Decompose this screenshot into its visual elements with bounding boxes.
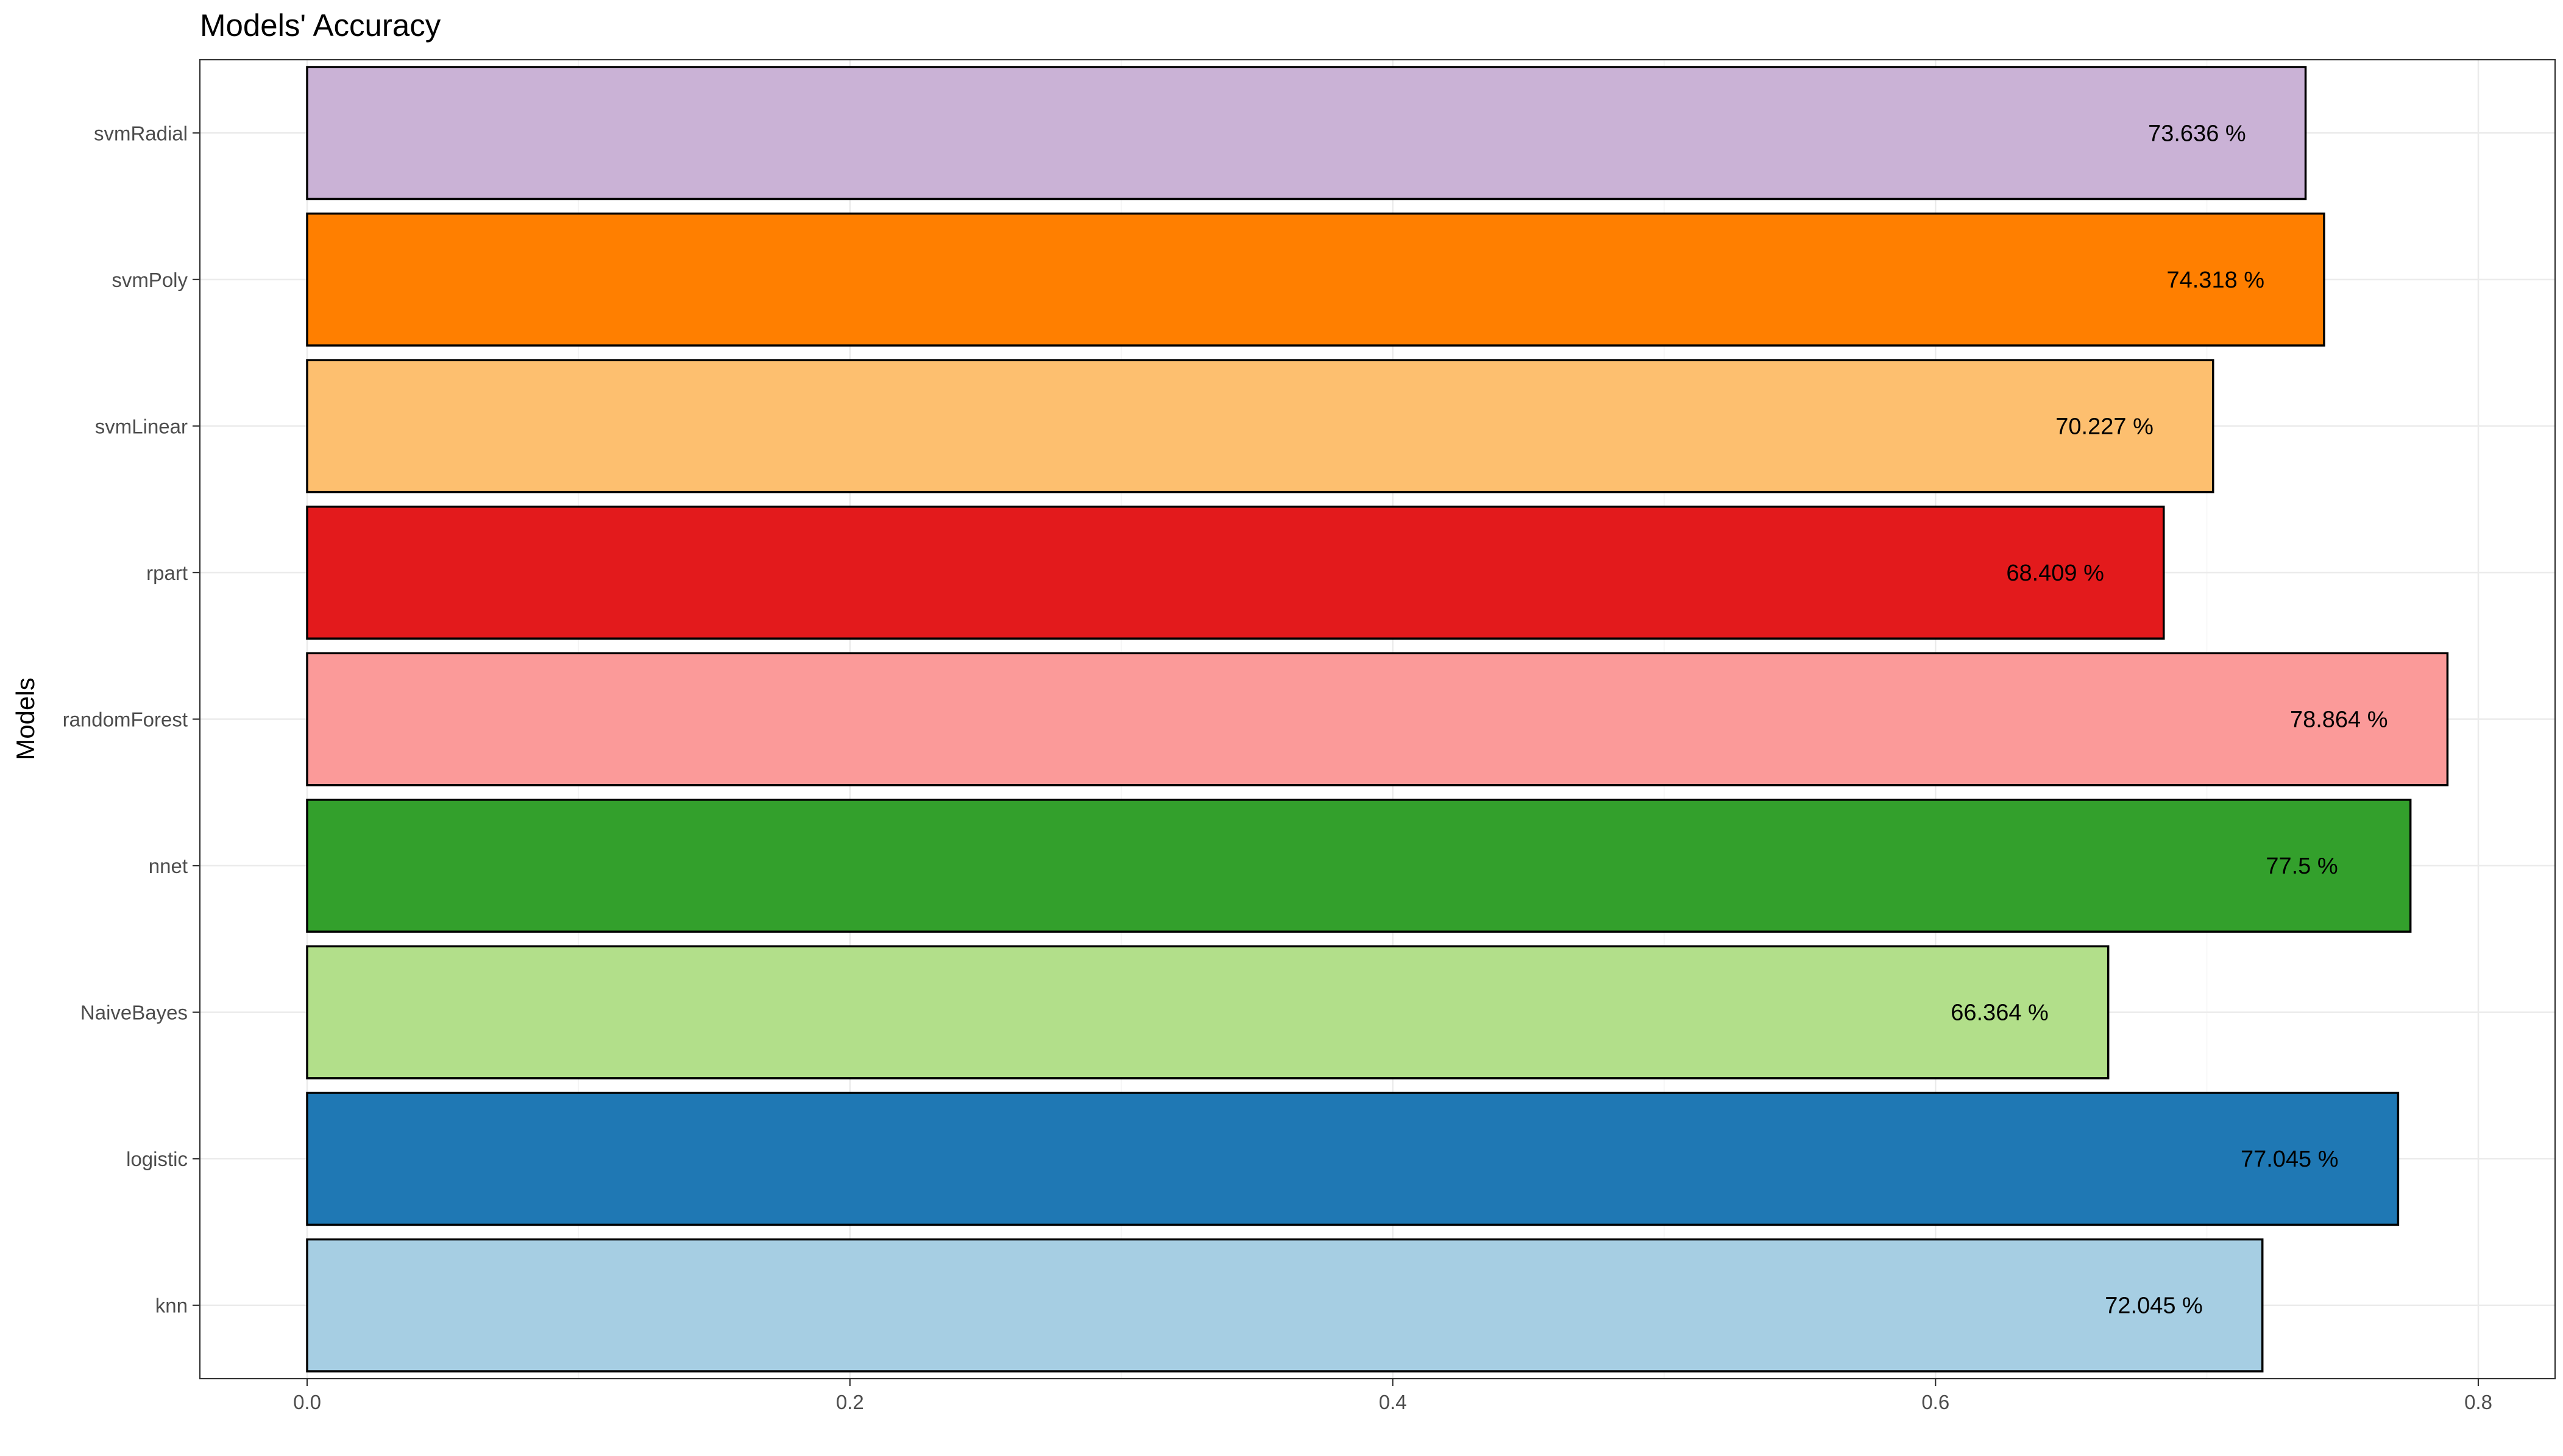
y-tick-label-logistic: logistic <box>126 1148 188 1170</box>
bar-svmLinear <box>306 359 2214 493</box>
y-axis-title: Models <box>11 677 40 760</box>
y-tick-label-svmLinear: svmLinear <box>95 415 188 437</box>
chart-title: Models' Accuracy <box>200 8 441 43</box>
x-tick-label: 0.0 <box>293 1391 321 1413</box>
y-tick-label-rpart: rpart <box>146 562 188 584</box>
y-tick-label-NaiveBayes: NaiveBayes <box>80 1002 188 1024</box>
data-label-svmRadial: 73.636 % <box>2148 121 2246 146</box>
bar-svmRadial <box>306 66 2307 200</box>
y-tick-label-nnet: nnet <box>149 855 188 877</box>
data-label-nnet: 77.5 % <box>2266 853 2338 879</box>
y-tick-label-knn: knn <box>155 1295 188 1317</box>
x-tick-label: 0.2 <box>836 1391 864 1413</box>
x-tick-label: 0.8 <box>2464 1391 2492 1413</box>
bar-layer: 72.045 % 77.045 % 66.364 % 77.5 % 78.864 % 68… <box>306 66 2449 1373</box>
y-tick-label-svmRadial: svmRadial <box>94 122 188 144</box>
data-label-randomForest: 78.864 % <box>2290 707 2388 733</box>
y-tick-label-svmPoly: svmPoly <box>112 269 188 291</box>
bar-NaiveBayes <box>306 945 2110 1080</box>
x-tick-label: 0.4 <box>1379 1391 1407 1413</box>
x-tick-label: 0.6 <box>1921 1391 1949 1413</box>
data-label-svmPoly: 74.318 % <box>2166 267 2264 293</box>
bar-nnet <box>306 799 2412 933</box>
axis-layer: 0.0 0.2 0.4 0.6 0.8 knn logistic NaiveBayes nnet… <box>63 122 2492 1413</box>
y-tick-label-randomForest: randomForest <box>63 709 188 731</box>
bar-knn <box>306 1238 2264 1373</box>
data-label-svmLinear: 70.227 % <box>2055 414 2154 439</box>
data-label-knn: 72.045 % <box>2105 1293 2203 1319</box>
data-label-rpart: 68.409 % <box>2006 560 2104 586</box>
bar-logistic <box>306 1092 2400 1226</box>
data-label-NaiveBayes: 66.364 % <box>1951 1000 2049 1026</box>
data-label-logistic: 77.045 % <box>2241 1147 2339 1172</box>
bar-svmPoly <box>306 212 2325 347</box>
bar-randomForest <box>306 652 2449 786</box>
bar-rpart <box>306 505 2165 640</box>
